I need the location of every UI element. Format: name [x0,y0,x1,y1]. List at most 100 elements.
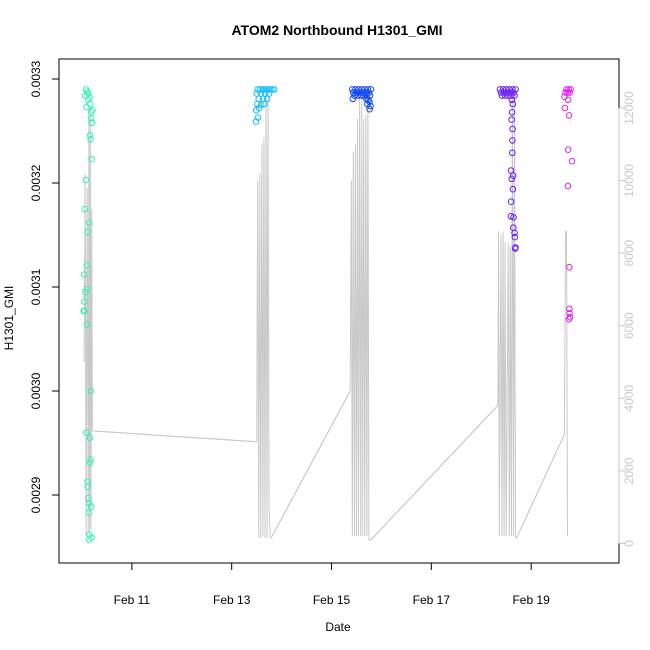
chart-title: ATOM2 Northbound H1301_GMI [231,22,442,38]
data-point [253,100,261,108]
data-point [80,271,88,278]
data-point [511,233,519,241]
data-point [357,92,364,99]
data-point [366,105,373,113]
y2-tick-label: 0 [622,540,636,547]
data-point [496,86,504,93]
secondary-connector-segment [92,430,257,443]
secondary-connector-segment [270,390,351,539]
data-point [511,245,519,252]
data-point [564,89,571,96]
data-point [564,96,572,104]
data-point [566,263,573,271]
data-point [366,92,374,99]
data-point [505,92,512,99]
data-point [257,101,265,109]
data-point [83,261,91,269]
data-point [85,536,93,544]
data-point [86,94,93,101]
y2-tick-label: 4000 [622,385,636,412]
data-point [566,305,573,313]
data-point [509,125,516,133]
y-axis: 0.0029 0.0030 0.0031 0.0032 0.0033 [29,60,59,513]
data-point [252,118,260,125]
data-point [562,89,569,96]
data-point [254,86,262,93]
x-axis: Feb 11 Feb 13 Feb 15 Feb 17 Feb 19 [114,563,550,607]
data-point [509,172,517,179]
x-tick-label: Feb 17 [413,593,451,607]
data-point [258,86,266,93]
y-tick-label: 0.0030 [29,372,43,409]
data-point [83,321,91,328]
data-point [84,228,91,236]
data-point [498,92,506,99]
plot-frame [58,58,620,564]
data-point [86,131,94,139]
y2-tick-label: 8000 [622,239,636,266]
data-point [87,456,94,463]
points-layer [80,86,576,544]
data-point [81,298,88,305]
data-point [508,92,515,99]
data-point [82,288,89,296]
data-point [366,98,373,106]
data-point [367,102,374,110]
data-point [351,92,358,99]
x-tick-label: Feb 19 [512,593,550,607]
data-point [87,503,95,510]
data-point [497,89,505,96]
data-point [564,182,572,190]
y-tick-label: 0.0033 [29,60,43,97]
data-point [509,137,516,144]
data-point [81,205,89,213]
data-point [269,86,276,93]
x-tick-label: Feb 15 [313,593,351,607]
data-point [565,315,573,323]
y2-tick-label: 6000 [622,312,636,339]
data-point [261,100,268,108]
data-point [568,157,576,165]
data-point [86,434,94,442]
data-point [82,176,90,184]
data-point [510,214,517,221]
data-point [89,106,96,114]
x-axis-label: Date [325,620,351,634]
data-point [508,109,516,116]
data-point [564,146,572,153]
data-point [87,136,94,143]
data-point [363,92,371,99]
secondary-line-layer [83,93,568,541]
data-point [501,92,509,99]
data-point [507,198,515,205]
data-point [565,112,573,119]
data-point [87,115,95,122]
secondary-y-axis: 0 2000 4000 6000 8000 10000 12000 [618,91,636,547]
data-point [84,483,91,491]
data-point [83,429,90,436]
secondary-series-line [83,93,568,541]
data-point [511,229,518,237]
x-tick-label: Feb 13 [213,593,251,607]
data-point [561,104,569,112]
data-point [508,175,516,183]
data-point [349,95,357,103]
y2-tick-label: 10000 [622,164,636,198]
data-point [256,86,264,93]
data-point [349,86,356,93]
data-point [264,86,272,93]
data-point [83,285,90,293]
data-point [509,149,516,157]
data-point [509,185,517,193]
y-tick-label: 0.0031 [29,268,43,305]
x-tick-label: Feb 11 [114,593,151,607]
data-point [508,116,515,123]
data-point [266,86,274,93]
y-axis-label: H1301_GMI [2,286,16,351]
data-point [88,119,96,126]
data-point [509,100,517,108]
data-point [81,307,88,315]
data-point [263,95,271,103]
data-point [88,155,95,163]
